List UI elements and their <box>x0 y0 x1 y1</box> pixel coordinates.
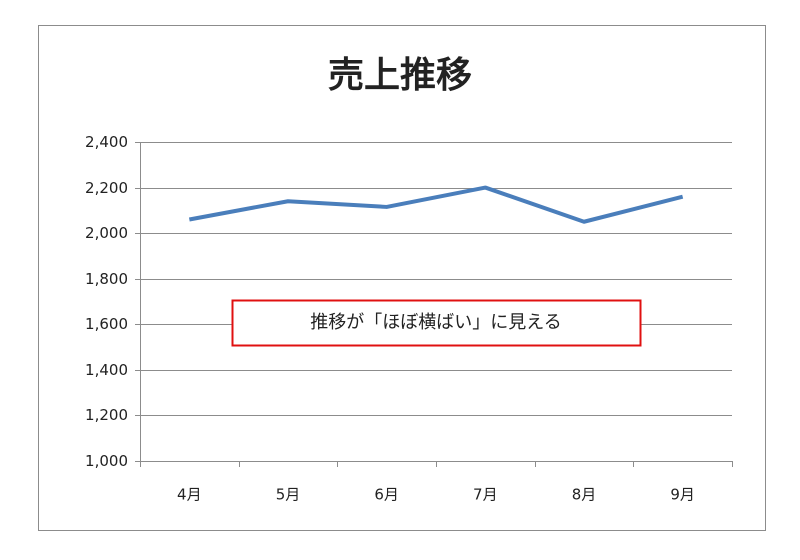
y-tick-label: 2,000 <box>85 224 128 242</box>
x-tick-label: 7月 <box>473 486 498 504</box>
x-tick-label: 6月 <box>374 486 399 504</box>
y-tick-label: 2,200 <box>85 179 128 197</box>
y-tick-label: 1,200 <box>85 406 128 424</box>
x-tick-label: 9月 <box>670 486 695 504</box>
chart-title: 売上推移 <box>328 55 472 96</box>
data-line <box>188 185 684 224</box>
y-tick-label: 1,000 <box>85 452 128 470</box>
x-tick-label: 5月 <box>276 486 301 504</box>
annotation: 推移が「ほぼ横ばい」に見える <box>310 312 561 333</box>
x-tick-label: 4月 <box>177 486 202 504</box>
y-tick-label: 1,600 <box>85 315 128 333</box>
y-tick-label: 2,400 <box>85 133 128 151</box>
chart-frame <box>38 25 766 531</box>
y-tick-label: 1,800 <box>85 270 128 288</box>
annotation-box <box>231 299 642 347</box>
x-tick-label: 8月 <box>572 486 597 504</box>
y-tick-label: 1,400 <box>85 361 128 379</box>
